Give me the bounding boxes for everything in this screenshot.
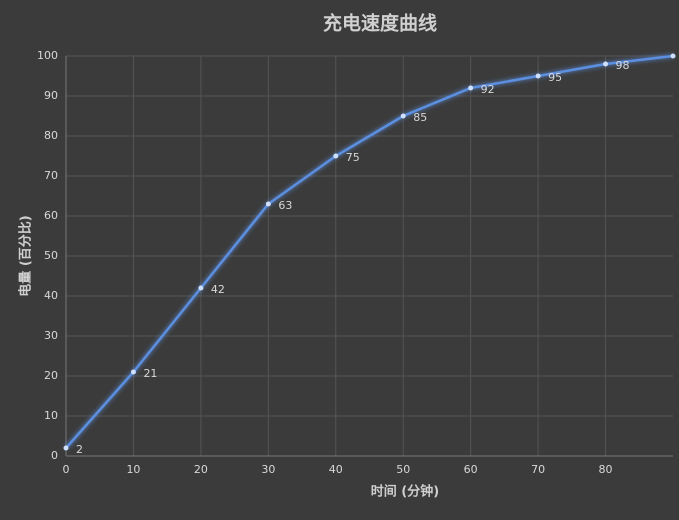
data-point (670, 53, 676, 59)
y-tick-label: 60 (44, 209, 58, 222)
x-tick-label: 70 (531, 463, 545, 476)
data-label: 42 (211, 283, 225, 296)
data-label: 63 (278, 199, 292, 212)
data-label: 75 (346, 151, 360, 164)
y-tick-label: 40 (44, 289, 58, 302)
x-tick-label: 80 (599, 463, 613, 476)
x-tick-label: 50 (396, 463, 410, 476)
y-tick-label: 0 (51, 449, 58, 462)
data-label: 92 (481, 83, 495, 96)
data-label: 21 (143, 367, 157, 380)
data-point (535, 73, 541, 79)
y-tick-label: 50 (44, 249, 58, 262)
y-tick-label: 80 (44, 129, 58, 142)
data-point (333, 153, 339, 159)
x-tick-label: 20 (194, 463, 208, 476)
data-point (198, 285, 204, 291)
y-tick-label: 70 (44, 169, 58, 182)
y-tick-label: 100 (37, 49, 58, 62)
data-label: 95 (548, 71, 562, 84)
x-tick-label: 40 (329, 463, 343, 476)
data-label: 85 (413, 111, 427, 124)
y-axis-title: 电量 (百分比) (18, 215, 34, 296)
chart-title: 充电速度曲线 (323, 12, 437, 35)
data-label: 2 (76, 443, 83, 456)
data-point (265, 201, 271, 207)
y-tick-label: 30 (44, 329, 58, 342)
y-tick-label: 10 (44, 409, 58, 422)
y-tick-label: 20 (44, 369, 58, 382)
x-tick-label: 30 (261, 463, 275, 476)
data-label: 98 (616, 59, 630, 72)
data-point (468, 85, 474, 91)
data-point (63, 445, 69, 451)
data-point (400, 113, 406, 119)
x-tick-label: 0 (63, 463, 70, 476)
data-point (130, 369, 136, 375)
x-axis-title: 时间 (分钟) (371, 484, 439, 500)
data-line (65, 54, 674, 449)
x-tick-label: 60 (464, 463, 478, 476)
data-point (603, 61, 609, 67)
x-tick-label: 10 (126, 463, 140, 476)
y-tick-label: 90 (44, 89, 58, 102)
